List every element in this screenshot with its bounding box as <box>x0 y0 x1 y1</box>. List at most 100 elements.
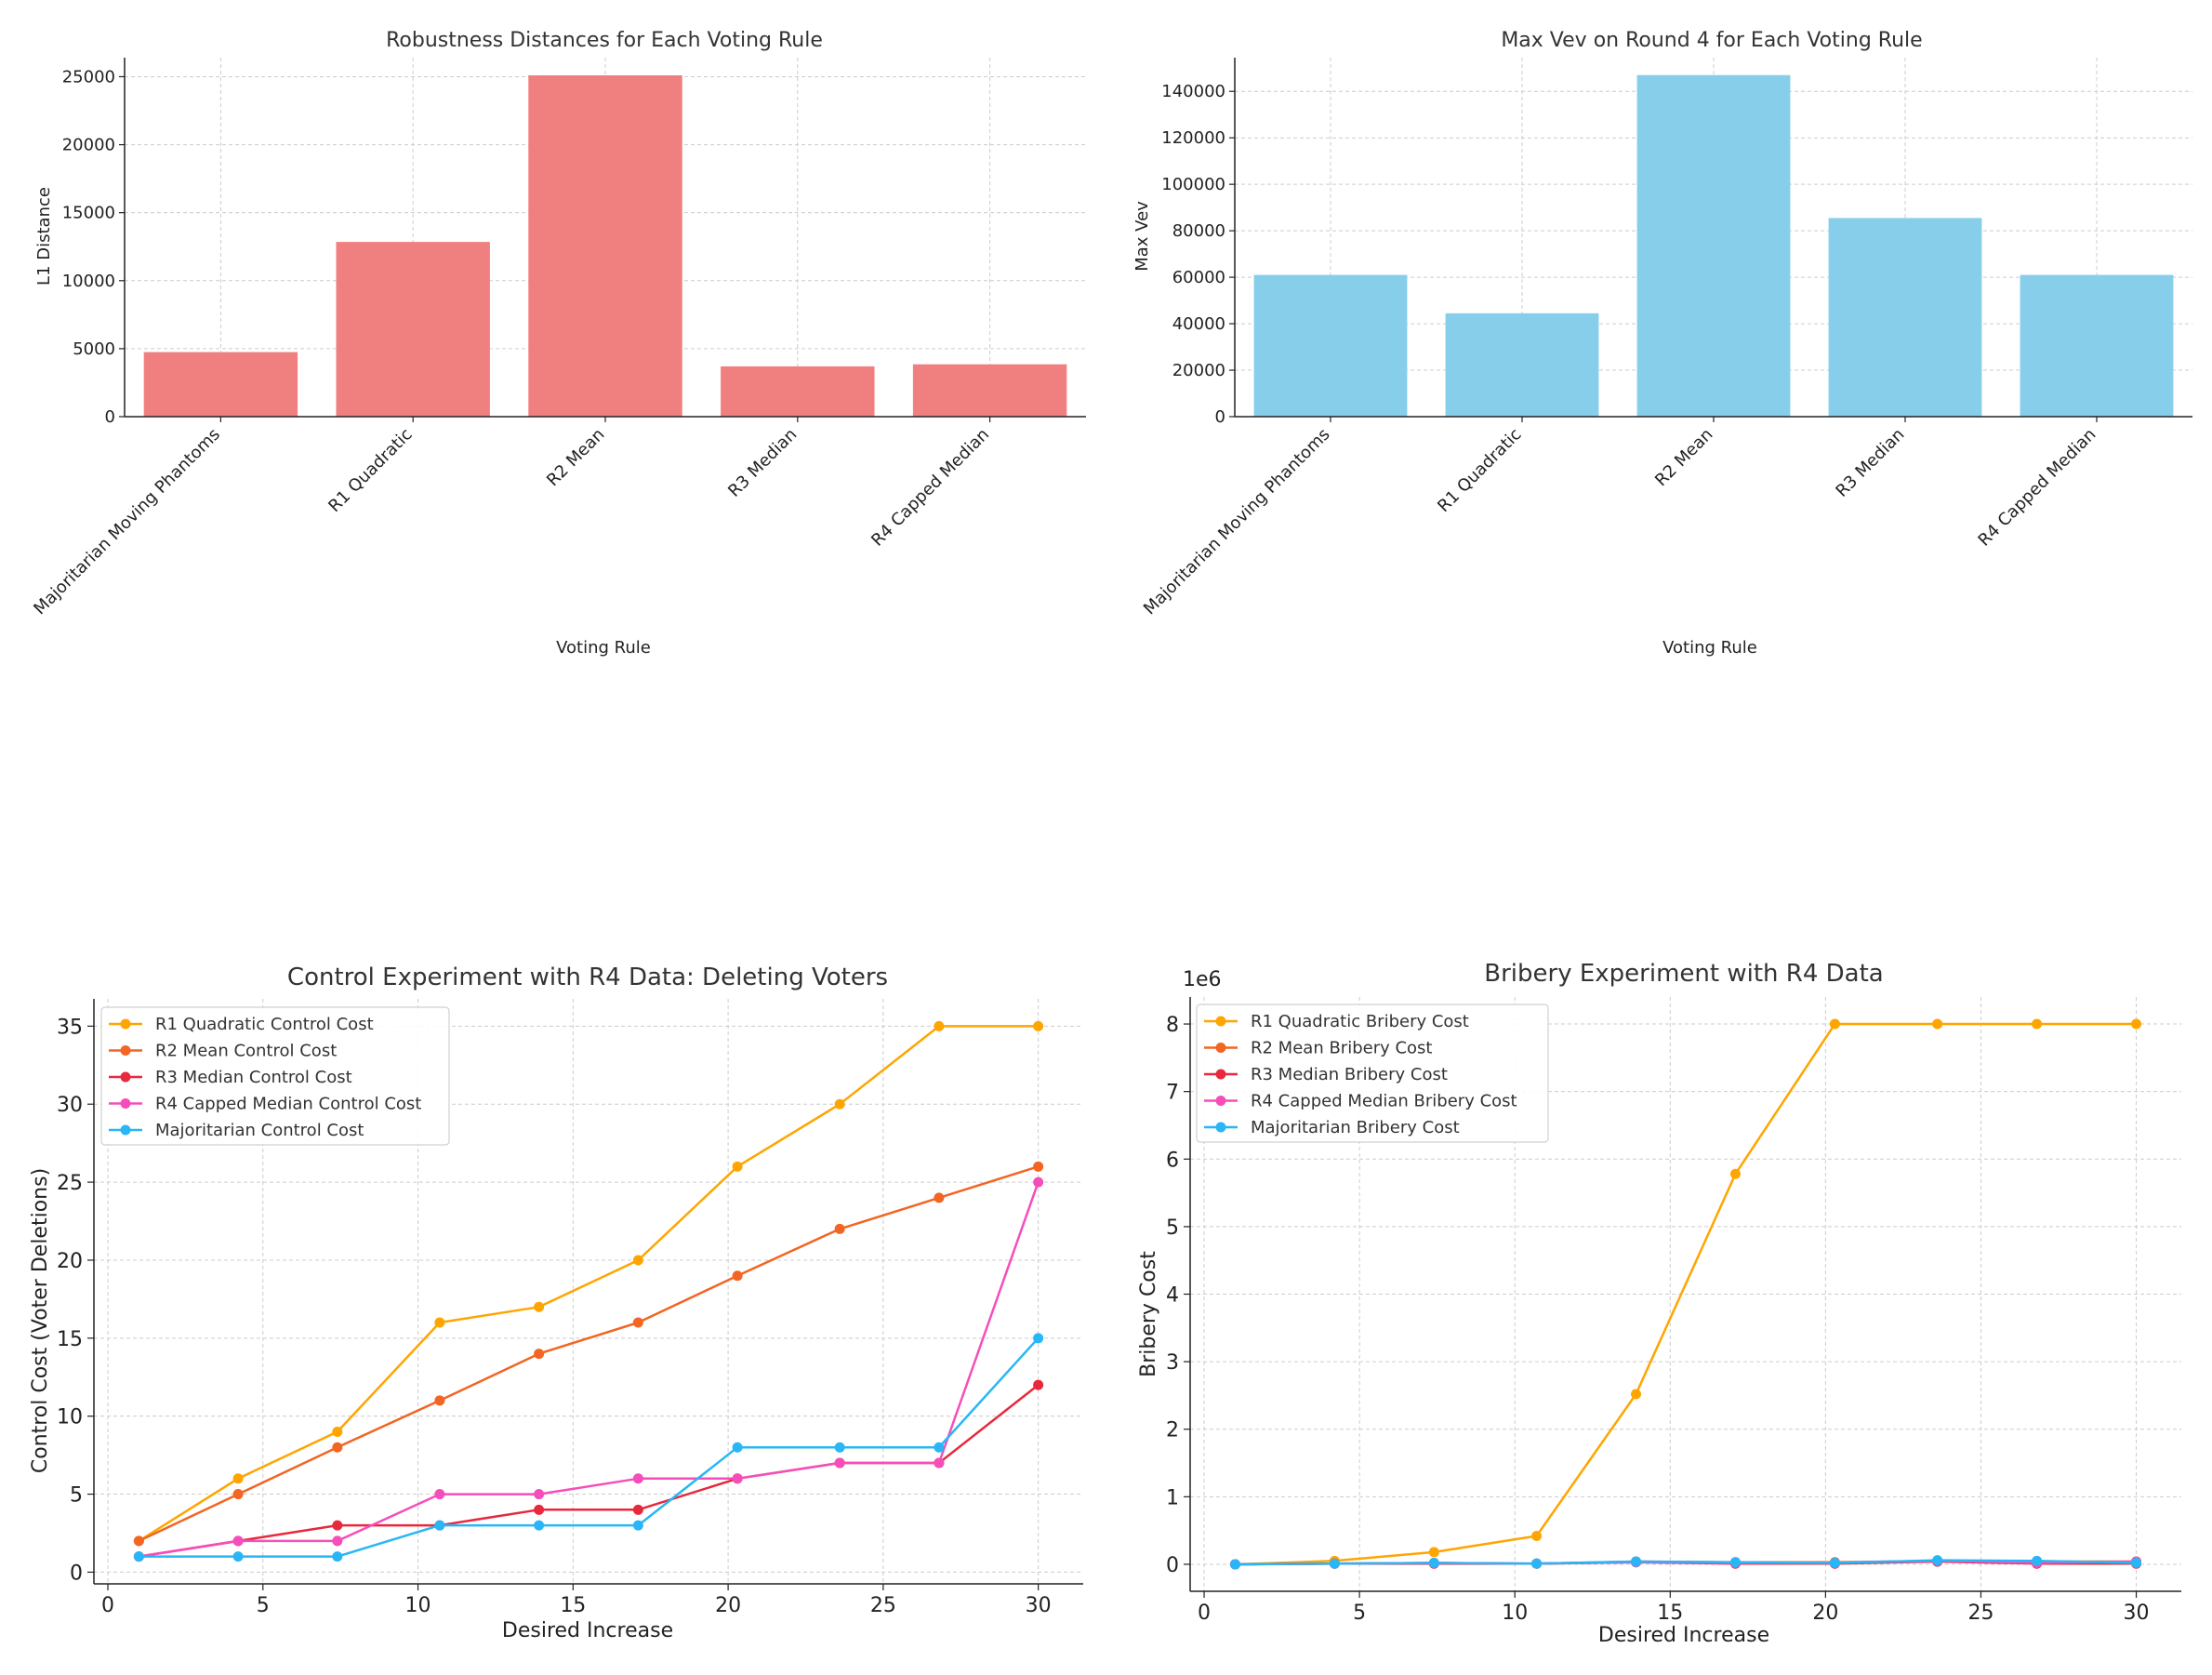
series-r2-mean-control-cost <box>133 1161 1044 1547</box>
y-tick-label: 5000 <box>73 339 115 359</box>
bar-r1-quadratic <box>336 242 490 417</box>
data-point <box>934 1020 945 1031</box>
data-point <box>834 1442 845 1453</box>
y-tick-label: 140000 <box>1161 82 1225 101</box>
data-point <box>1631 1556 1642 1567</box>
y-tick-label: 10000 <box>62 272 115 291</box>
data-point <box>434 1520 445 1531</box>
data-point <box>133 1535 144 1547</box>
data-point <box>2032 1555 2043 1566</box>
data-point <box>1229 1559 1240 1570</box>
y-tick-label: 0 <box>105 407 115 427</box>
y-tick-label: 6 <box>1166 1149 1179 1172</box>
x-tick-label: 5 <box>1353 1602 1366 1625</box>
data-point <box>332 1426 343 1437</box>
data-point <box>1829 1018 1840 1030</box>
bar-majoritarian-moving-phantoms <box>1253 274 1408 417</box>
x-axis-label: Desired Increase <box>1598 1624 1769 1647</box>
x-tick-label: 30 <box>1026 1594 1052 1617</box>
plot-area: 0 5000 10000 15000 20000 25000 Majoritarian Mo… <box>30 58 1086 618</box>
data-point <box>1829 1558 1840 1569</box>
bar-r3-median <box>1828 218 1982 417</box>
series-line <box>138 1165 1039 1543</box>
data-point <box>1531 1558 1543 1569</box>
data-point <box>534 1489 545 1500</box>
y-tick-label: 5 <box>70 1484 83 1508</box>
y-tick-label: 20000 <box>1172 361 1225 380</box>
data-point <box>934 1457 945 1469</box>
y-tick-label: 0 <box>70 1562 83 1585</box>
x-tick-label: 0 <box>1198 1602 1211 1625</box>
x-tick-label: R2 Mean <box>543 425 609 491</box>
bar-majoritarian-moving-phantoms <box>143 352 298 417</box>
data-point <box>732 1270 743 1282</box>
x-tick-label: 25 <box>870 1594 896 1617</box>
bar-r3-median <box>721 366 875 417</box>
data-point <box>632 1255 643 1266</box>
data-point <box>1033 1020 1044 1031</box>
data-point <box>1932 1555 1943 1566</box>
data-point <box>934 1442 945 1453</box>
data-point <box>232 1551 244 1562</box>
y-tick-label: 15 <box>57 1328 83 1351</box>
data-point <box>2131 1558 2142 1569</box>
data-point <box>732 1473 743 1484</box>
y-tick-label: 5 <box>1166 1216 1179 1240</box>
series-line <box>139 1336 1040 1558</box>
y-tick-label: 4 <box>1166 1284 1179 1308</box>
x-axis-label: Voting Rule <box>1662 638 1757 658</box>
data-point <box>434 1395 445 1406</box>
y-axis-label: L1 Distance <box>34 187 54 286</box>
data-point <box>1631 1389 1642 1400</box>
data-point <box>534 1504 545 1515</box>
series-r3-median-control-cost <box>133 1379 1044 1562</box>
legend-swatch-marker <box>1215 1069 1226 1080</box>
legend-swatch-marker <box>1215 1016 1226 1027</box>
x-tick-label: 20 <box>715 1594 741 1617</box>
legend: R1 Quadratic Bribery Cost R2 Mean Bribery… <box>1196 1004 1549 1143</box>
y-tick-label: 0 <box>1166 1554 1179 1577</box>
data-point <box>1729 1557 1741 1568</box>
bar-r2-mean <box>1636 74 1791 418</box>
y-tick-label: 20 <box>57 1250 83 1273</box>
legend-label: R3 Median Control Cost <box>155 1068 352 1087</box>
data-point <box>2032 1018 2043 1030</box>
legend-swatch-marker <box>1215 1043 1226 1053</box>
series-r1-quadratic-bribery-cost <box>1229 1018 2142 1570</box>
data-point <box>632 1473 643 1484</box>
data-point <box>632 1317 643 1328</box>
x-tick-label: 30 <box>2124 1602 2150 1625</box>
data-point <box>332 1520 343 1531</box>
y-tick-label: 8 <box>1166 1014 1179 1037</box>
y-tick-label: 80000 <box>1172 221 1225 241</box>
bar-r2-mean <box>528 75 682 418</box>
series-line <box>1235 1022 2137 1566</box>
y-tick-label: 10 <box>57 1406 83 1429</box>
x-tick-label: 5 <box>257 1594 270 1617</box>
y-tick-label: 7 <box>1166 1082 1179 1105</box>
data-point <box>332 1442 343 1453</box>
y-tick-label: 1 <box>1166 1486 1179 1509</box>
y-tick-label: 25 <box>57 1172 83 1195</box>
data-point <box>534 1301 545 1312</box>
legend-swatch-marker <box>1215 1122 1226 1133</box>
y-tick-label: 25000 <box>62 67 115 86</box>
x-tick-label: R4 Capped Median <box>868 425 993 551</box>
y-tick-label: 0 <box>1215 407 1225 427</box>
y-tick-label: 60000 <box>1172 268 1225 287</box>
data-point <box>1729 1168 1741 1179</box>
legend-label: R1 Quadratic Bribery Cost <box>1251 1012 1469 1031</box>
series-line <box>139 1384 1040 1558</box>
data-point <box>232 1489 244 1500</box>
x-tick-label: R1 Quadratic <box>1434 425 1525 516</box>
legend-label: Majoritarian Control Cost <box>155 1121 364 1140</box>
y-tick-label: 120000 <box>1161 128 1225 148</box>
legend-label: R3 Median Bribery Cost <box>1251 1065 1448 1084</box>
bar-r1-quadratic <box>1445 312 1599 417</box>
data-point <box>1033 1333 1044 1344</box>
chart-title: Max Vev on Round 4 for Each Voting Rule <box>1501 29 1922 52</box>
legend-swatch-marker <box>120 1098 131 1109</box>
data-point <box>834 1223 845 1234</box>
data-point <box>232 1535 244 1547</box>
y-axis-label: Control Cost (Voter Deletions) <box>29 1168 52 1473</box>
